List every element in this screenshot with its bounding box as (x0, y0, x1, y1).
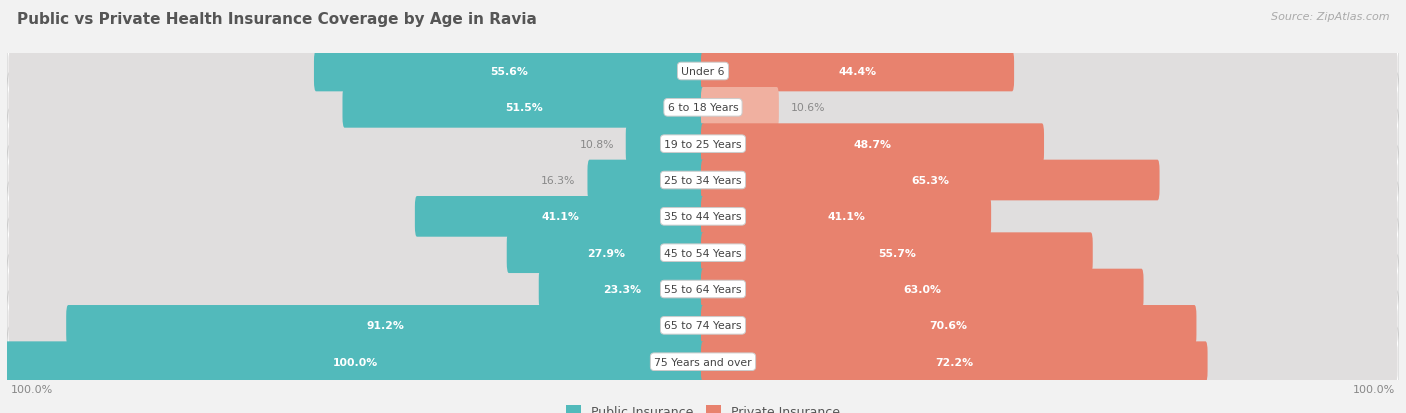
Text: 65.3%: 65.3% (911, 176, 949, 185)
FancyBboxPatch shape (7, 218, 1399, 289)
FancyBboxPatch shape (8, 233, 1398, 273)
Text: 10.8%: 10.8% (579, 139, 614, 150)
FancyBboxPatch shape (702, 52, 1014, 92)
FancyBboxPatch shape (314, 52, 704, 92)
Text: 100.0%: 100.0% (10, 385, 53, 394)
Text: 35 to 44 Years: 35 to 44 Years (664, 212, 742, 222)
Text: 41.1%: 41.1% (541, 212, 579, 222)
FancyBboxPatch shape (8, 305, 1398, 346)
Text: Public vs Private Health Insurance Coverage by Age in Ravia: Public vs Private Health Insurance Cover… (17, 12, 537, 27)
FancyBboxPatch shape (702, 88, 779, 128)
Legend: Public Insurance, Private Insurance: Public Insurance, Private Insurance (561, 400, 845, 413)
Text: 55 to 64 Years: 55 to 64 Years (664, 284, 742, 294)
Text: 100.0%: 100.0% (332, 357, 378, 367)
FancyBboxPatch shape (7, 254, 1399, 325)
Text: 27.9%: 27.9% (586, 248, 624, 258)
Text: 55.7%: 55.7% (877, 248, 915, 258)
FancyBboxPatch shape (7, 73, 1399, 144)
FancyBboxPatch shape (702, 233, 1092, 273)
Text: 25 to 34 Years: 25 to 34 Years (664, 176, 742, 185)
FancyBboxPatch shape (8, 124, 1398, 165)
Text: 6 to 18 Years: 6 to 18 Years (668, 103, 738, 113)
FancyBboxPatch shape (702, 305, 1197, 346)
Text: 72.2%: 72.2% (935, 357, 973, 367)
FancyBboxPatch shape (7, 181, 1399, 252)
FancyBboxPatch shape (7, 109, 1399, 180)
Text: 100.0%: 100.0% (1353, 385, 1396, 394)
FancyBboxPatch shape (8, 342, 1398, 382)
FancyBboxPatch shape (8, 197, 1398, 237)
Text: Source: ZipAtlas.com: Source: ZipAtlas.com (1271, 12, 1389, 22)
FancyBboxPatch shape (702, 269, 1143, 310)
Text: 41.1%: 41.1% (827, 212, 865, 222)
FancyBboxPatch shape (8, 88, 1398, 128)
FancyBboxPatch shape (702, 160, 1160, 201)
Text: 65 to 74 Years: 65 to 74 Years (664, 320, 742, 330)
Text: 19 to 25 Years: 19 to 25 Years (664, 139, 742, 150)
FancyBboxPatch shape (66, 305, 704, 346)
FancyBboxPatch shape (588, 160, 704, 201)
FancyBboxPatch shape (8, 160, 1398, 201)
FancyBboxPatch shape (702, 197, 991, 237)
Text: 48.7%: 48.7% (853, 139, 891, 150)
FancyBboxPatch shape (7, 290, 1399, 361)
FancyBboxPatch shape (343, 88, 704, 128)
Text: 44.4%: 44.4% (838, 67, 876, 77)
Text: 55.6%: 55.6% (491, 67, 529, 77)
FancyBboxPatch shape (702, 124, 1045, 165)
FancyBboxPatch shape (7, 36, 1399, 107)
FancyBboxPatch shape (506, 233, 704, 273)
Text: 63.0%: 63.0% (903, 284, 941, 294)
Text: 10.6%: 10.6% (790, 103, 825, 113)
FancyBboxPatch shape (626, 124, 704, 165)
Text: 91.2%: 91.2% (367, 320, 405, 330)
Text: Under 6: Under 6 (682, 67, 724, 77)
FancyBboxPatch shape (8, 269, 1398, 310)
FancyBboxPatch shape (7, 326, 1399, 397)
FancyBboxPatch shape (7, 145, 1399, 216)
FancyBboxPatch shape (538, 269, 704, 310)
Text: 51.5%: 51.5% (505, 103, 543, 113)
Text: 45 to 54 Years: 45 to 54 Years (664, 248, 742, 258)
Text: 75 Years and over: 75 Years and over (654, 357, 752, 367)
FancyBboxPatch shape (6, 342, 704, 382)
FancyBboxPatch shape (415, 197, 704, 237)
FancyBboxPatch shape (702, 342, 1208, 382)
Text: 16.3%: 16.3% (541, 176, 575, 185)
Text: 70.6%: 70.6% (929, 320, 967, 330)
FancyBboxPatch shape (8, 52, 1398, 92)
Text: 23.3%: 23.3% (603, 284, 641, 294)
